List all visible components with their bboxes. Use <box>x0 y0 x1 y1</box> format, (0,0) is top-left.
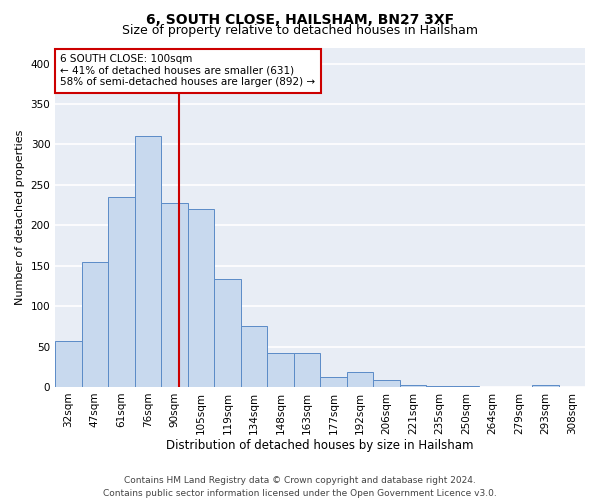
Bar <box>373 380 400 387</box>
Bar <box>426 386 452 387</box>
Bar <box>320 378 347 387</box>
X-axis label: Distribution of detached houses by size in Hailsham: Distribution of detached houses by size … <box>166 440 474 452</box>
Bar <box>108 197 134 387</box>
Bar <box>452 386 479 387</box>
Bar <box>267 353 293 387</box>
Y-axis label: Number of detached properties: Number of detached properties <box>15 130 25 305</box>
Text: 6, SOUTH CLOSE, HAILSHAM, BN27 3XF: 6, SOUTH CLOSE, HAILSHAM, BN27 3XF <box>146 12 454 26</box>
Text: Size of property relative to detached houses in Hailsham: Size of property relative to detached ho… <box>122 24 478 37</box>
Text: 6 SOUTH CLOSE: 100sqm
← 41% of detached houses are smaller (631)
58% of semi-det: 6 SOUTH CLOSE: 100sqm ← 41% of detached … <box>61 54 316 88</box>
Bar <box>134 136 161 387</box>
Bar <box>241 326 267 387</box>
Bar <box>532 384 559 387</box>
Bar <box>55 341 82 387</box>
Bar <box>347 372 373 387</box>
Bar <box>293 353 320 387</box>
Bar <box>188 209 214 387</box>
Bar <box>400 384 426 387</box>
Title: 6, SOUTH CLOSE, HAILSHAM, BN27 3XF
Size of property relative to detached houses : 6, SOUTH CLOSE, HAILSHAM, BN27 3XF Size … <box>0 499 1 500</box>
Bar <box>214 278 241 387</box>
Bar <box>82 262 108 387</box>
Text: Contains HM Land Registry data © Crown copyright and database right 2024.
Contai: Contains HM Land Registry data © Crown c… <box>103 476 497 498</box>
Bar <box>161 202 188 387</box>
